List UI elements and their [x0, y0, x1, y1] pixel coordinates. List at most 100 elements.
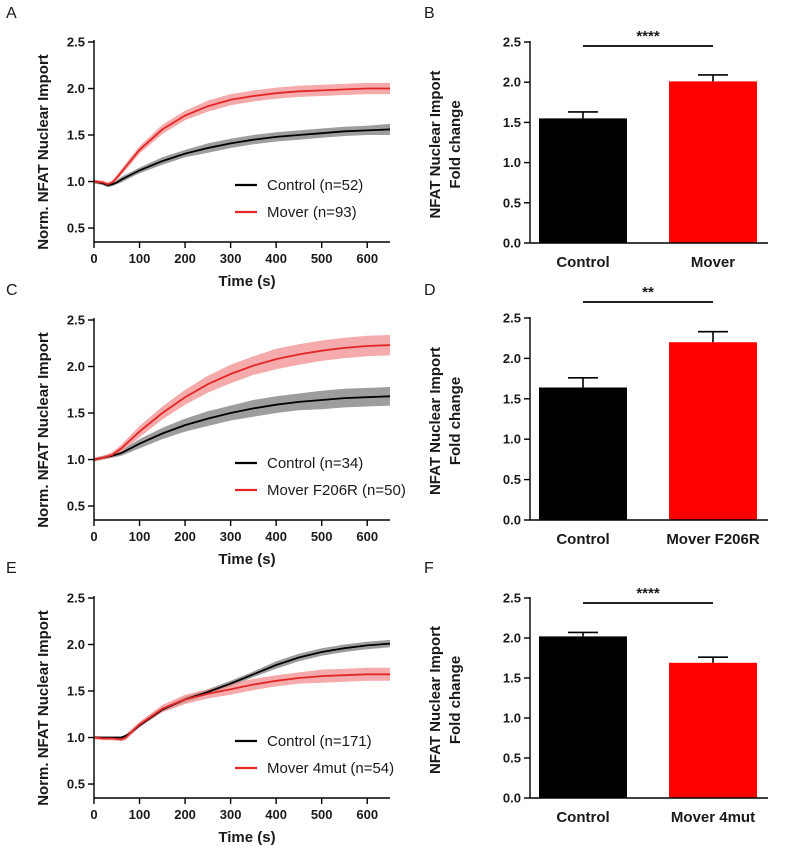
y-axis-label-line1: NFAT Nuclear Import	[427, 347, 444, 495]
y-tick-label: 1.0	[67, 452, 85, 467]
legend-label: Mover (n=93)	[267, 204, 357, 221]
series-line-control	[93, 395, 391, 461]
y-tick-label: 1.5	[503, 391, 521, 406]
x-tick-label: 300	[220, 807, 242, 822]
panel-letter: E	[6, 560, 17, 577]
bar-control	[539, 118, 627, 243]
legend-label: Mover 4mut (n=54)	[267, 760, 394, 777]
y-tick-label: 1.0	[503, 711, 521, 726]
legend-label: Control (n=52)	[267, 177, 363, 194]
series-band-control	[94, 387, 390, 462]
x-tick-label: 100	[129, 251, 151, 266]
legend-label: Control (n=34)	[267, 455, 363, 472]
panel-letter: C	[6, 282, 18, 299]
line-panel-C: C 0.5 1.0 1.5 2.0 2.5 0 100 200 300 400 500 600 Time …	[6, 282, 406, 568]
panel-letter: B	[424, 5, 435, 22]
y-tick-label: 1.5	[67, 406, 85, 421]
y-tick-label: 0.5	[67, 499, 85, 514]
x-tick-label: 0	[90, 807, 97, 822]
significance-stars: ****	[636, 28, 660, 45]
y-tick-label: 1.5	[67, 128, 85, 143]
x-axis-label: Time (s)	[218, 273, 275, 290]
x-axis-label: Time (s)	[218, 551, 275, 568]
series-line-mover	[93, 673, 390, 741]
y-axis-label-line2: Fold change	[447, 377, 464, 465]
y-tick-label: 2.5	[503, 591, 521, 606]
y-tick-label: 1.5	[503, 671, 521, 686]
bar-panel-D: D Control Mover F206R 0.0 0.5 1.0 1.5 2.0 2.5 ** N…	[424, 282, 768, 548]
x-tick-label: 500	[311, 807, 333, 822]
significance-stars: ****	[636, 585, 660, 602]
x-category-label: Mover 4mut	[671, 809, 755, 826]
bar-mover	[669, 81, 757, 244]
y-tick-label: 1.0	[67, 730, 85, 745]
bar-mover-f206r	[669, 342, 757, 520]
legend-label: Mover F206R (n=50)	[267, 482, 406, 499]
x-category-label: Mover	[691, 254, 735, 271]
y-tick-label: 2.0	[503, 351, 521, 366]
y-tick-label: 0.5	[503, 751, 521, 766]
bar-control	[539, 387, 627, 520]
x-tick-label: 0	[90, 529, 97, 544]
y-tick-label: 1.0	[503, 432, 521, 447]
x-tick-label: 100	[129, 807, 151, 822]
y-tick-label: 1.0	[503, 155, 521, 170]
y-tick-label: 2.5	[67, 591, 85, 606]
series-line-mover	[93, 344, 391, 461]
y-tick-label: 2.0	[503, 75, 521, 90]
x-tick-label: 400	[265, 251, 287, 266]
x-tick-label: 400	[265, 529, 287, 544]
y-axis-label-line1: NFAT Nuclear Import	[427, 626, 444, 774]
x-category-label: Control	[556, 531, 609, 548]
x-tick-label: 200	[174, 807, 196, 822]
bar-panel-B: B Control Mover 0.0 0.5 1.0 1.5 2.0 2.5 **** NFAT …	[424, 5, 768, 271]
bar-mover-4mut	[669, 662, 757, 798]
bar-panel-F: F Control Mover 4mut 0.0 0.5 1.0 1.5 2.0 2.5 ****…	[424, 560, 768, 826]
significance-stars: **	[642, 284, 654, 301]
x-category-label: Control	[556, 809, 609, 826]
y-tick-label: 2.5	[503, 311, 521, 326]
series-band-mover	[94, 82, 390, 187]
series-line-control	[93, 128, 391, 187]
series-band-control	[94, 639, 390, 739]
x-tick-label: 600	[356, 807, 378, 822]
y-tick-label: 0.0	[503, 236, 521, 251]
y-tick-label: 2.0	[67, 81, 85, 96]
x-tick-label: 400	[265, 807, 287, 822]
y-tick-label: 2.0	[67, 359, 85, 374]
y-tick-label: 2.0	[67, 637, 85, 652]
y-tick-label: 0.0	[503, 791, 521, 806]
y-tick-label: 2.5	[67, 35, 85, 50]
y-axis-label: Norm. NFAT Nuclear Import	[35, 332, 52, 528]
bar-control	[539, 636, 627, 798]
y-tick-label: 1.5	[67, 684, 85, 699]
y-tick-label: 0.5	[67, 777, 85, 792]
x-axis-label: Time (s)	[218, 829, 275, 846]
y-axis-label-line1: NFAT Nuclear Import	[427, 70, 444, 218]
x-tick-label: 200	[174, 529, 196, 544]
y-axis-label: Norm. NFAT Nuclear Import	[35, 54, 52, 250]
line-panel-A: A 0.5 1.0 1.5 2.0 2.5 0 100 200 300 400 500 600 Time …	[6, 5, 391, 290]
y-tick-label: 1.5	[503, 115, 521, 130]
series-band-mover	[94, 334, 390, 462]
x-tick-label: 100	[129, 529, 151, 544]
panel-letter: A	[6, 5, 17, 22]
panel-letter: D	[424, 282, 436, 299]
y-tick-label: 0.5	[67, 221, 85, 236]
x-category-label: Control	[556, 254, 609, 271]
y-tick-label: 2.0	[503, 631, 521, 646]
panel-letter: F	[424, 560, 434, 577]
x-tick-label: 300	[220, 251, 242, 266]
line-panel-E: E 0.5 1.0 1.5 2.0 2.5 0 100 200 300 400 500 600 Time …	[6, 560, 394, 846]
y-tick-label: 2.5	[67, 313, 85, 328]
series-line-mover	[93, 87, 390, 186]
x-tick-label: 600	[356, 529, 378, 544]
y-tick-label: 0.5	[503, 472, 521, 487]
x-category-label: Mover F206R	[666, 531, 760, 548]
x-tick-label: 300	[220, 529, 242, 544]
y-tick-label: 0.5	[503, 195, 521, 210]
x-tick-label: 0	[90, 251, 97, 266]
legend-label: Control (n=171)	[267, 733, 372, 750]
x-tick-label: 500	[311, 251, 333, 266]
